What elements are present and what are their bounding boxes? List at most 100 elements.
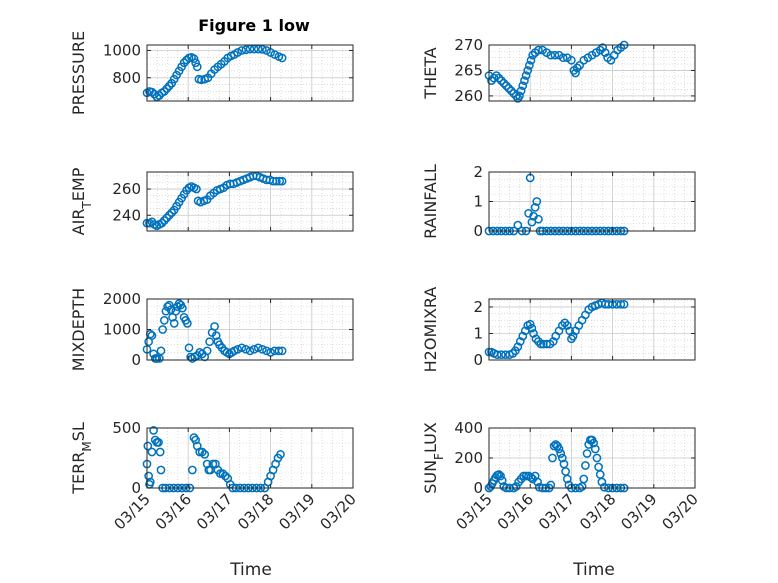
data-point — [183, 319, 192, 328]
data-point — [277, 176, 287, 186]
subplot-mixdepth: 0 1000 2000 MIXDEPTH — [69, 288, 354, 371]
y-tick-label: 1000 — [103, 321, 141, 339]
data-point — [144, 471, 153, 481]
data-point — [157, 218, 167, 228]
y-tick-label: 500 — [112, 419, 141, 437]
subplot-pressure: 800 1000 PRESSURE — [69, 31, 354, 115]
data-point — [143, 441, 153, 451]
data-point — [258, 344, 267, 354]
data-point — [147, 331, 157, 340]
y-axis-label: PRESSURE — [69, 31, 88, 115]
data-point — [197, 447, 207, 457]
data-point — [589, 438, 598, 448]
axes-box — [146, 171, 354, 232]
subplot-air-temp: 240 260 AIRTEMP — [69, 167, 354, 235]
y-tick-label: 0 — [131, 351, 141, 369]
data-point — [210, 322, 219, 331]
y-axis-label: H2OMIXRA — [421, 287, 440, 373]
data-point — [164, 210, 174, 220]
data-point — [155, 447, 165, 457]
data-point — [208, 459, 218, 469]
data-point — [156, 465, 166, 475]
data-point — [276, 450, 285, 459]
data-point — [497, 350, 506, 360]
subplot-terr-msl: 050003/1503/1603/1703/1803/1903/20TERRMS… — [69, 419, 360, 533]
data-point — [277, 346, 287, 356]
data-point — [497, 76, 506, 85]
data-point — [184, 343, 194, 353]
x-axis-label-left: Time — [229, 560, 272, 580]
data-point — [571, 68, 580, 78]
data-point — [492, 350, 502, 360]
data-point — [572, 63, 582, 73]
data-point — [533, 477, 542, 487]
y-tick-label: 1 — [473, 324, 483, 342]
data-point — [504, 83, 514, 93]
data-point — [164, 300, 174, 310]
y-tick-label: 1 — [473, 193, 483, 211]
data-point — [579, 474, 589, 484]
data-point — [147, 87, 157, 97]
data-point — [560, 318, 570, 328]
data-point — [275, 176, 285, 186]
x-tick-label: 03/19 — [275, 490, 318, 533]
data-point — [187, 465, 197, 475]
data-point — [526, 473, 536, 482]
y-axis-label: MIXDEPTH — [69, 288, 88, 371]
y-axis-label: RAINFALL — [421, 164, 440, 239]
data-point — [532, 197, 542, 206]
y-tick-label: 400 — [454, 419, 483, 437]
data-point — [567, 55, 576, 65]
x-tick-label: 03/16 — [152, 490, 195, 533]
data-point — [220, 471, 230, 481]
data-point — [521, 71, 531, 80]
y-tick-label: 200 — [454, 449, 483, 467]
axes-box — [488, 298, 696, 361]
subplot-rainfall: 0 1 2 RAINFALL — [421, 163, 696, 240]
y-tick-label: 0 — [473, 479, 483, 497]
data-point — [501, 81, 511, 91]
subplot-theta: 260 265 270 THETA — [421, 36, 696, 105]
data-point — [156, 346, 166, 356]
data-point — [575, 61, 584, 70]
data-point — [546, 50, 556, 60]
data-point — [557, 453, 567, 463]
data-point — [189, 54, 199, 64]
data-point — [525, 319, 535, 329]
data-point — [556, 449, 566, 458]
data-point — [262, 46, 271, 55]
data-point — [167, 208, 177, 217]
x-tick-label: 03/17 — [535, 490, 578, 533]
data-point — [600, 482, 609, 492]
data-point — [525, 61, 534, 70]
data-point — [169, 319, 179, 328]
data-point — [266, 348, 275, 357]
data-point — [258, 45, 267, 54]
data-point — [616, 299, 626, 309]
data-point — [245, 346, 255, 356]
data-point — [592, 453, 602, 463]
data-point — [496, 471, 505, 481]
data-point — [497, 476, 507, 485]
y-axis-label: TERRMSL — [69, 422, 94, 495]
data-point — [191, 58, 200, 68]
data-point — [548, 453, 557, 463]
y-tick-label: 0 — [131, 479, 141, 497]
data-point — [546, 480, 556, 490]
data-point — [205, 337, 214, 347]
x-tick-label: 03/19 — [617, 490, 660, 533]
data-point — [554, 444, 564, 454]
y-tick-label: 0 — [473, 222, 483, 240]
data-point — [494, 73, 504, 83]
x-tick-label: 03/18 — [576, 490, 619, 533]
data-point — [561, 467, 570, 476]
data-point — [523, 66, 533, 75]
data-point — [515, 91, 524, 101]
data-point — [526, 55, 536, 65]
data-point — [158, 325, 168, 334]
data-point — [590, 444, 600, 454]
data-point — [528, 50, 538, 60]
y-axis-label: SUNFLUX — [421, 422, 446, 494]
data-point — [195, 447, 205, 457]
